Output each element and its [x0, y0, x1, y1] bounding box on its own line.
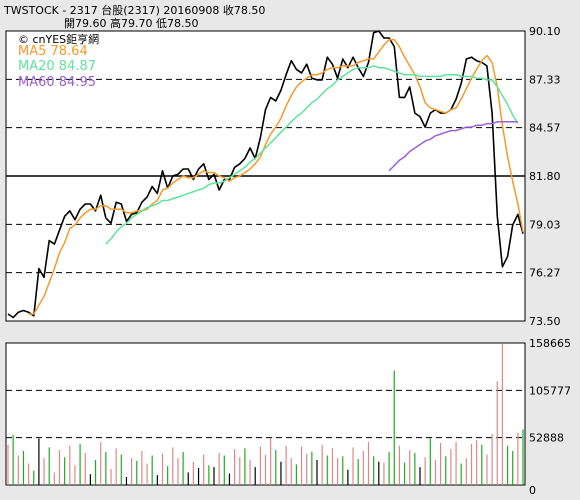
price-tick-label: 87.33: [529, 73, 561, 86]
price-tick-label: 76.27: [529, 267, 561, 280]
price-tick-label: 84.57: [529, 122, 561, 135]
chart-header-line1: TWSTOCK - 2317 台股(2317) 20160908 收78.50: [4, 4, 266, 17]
watermark: © cnYES鉅亨網: [18, 33, 100, 46]
volume-tick-label: 105777: [529, 384, 571, 397]
volume-tick-label: 158665: [529, 337, 571, 350]
series-line-ma60: [388, 121, 518, 172]
legend-ma5: MA5 78.64: [18, 44, 88, 59]
chart-header-line2: 開79.60 高79.70 低78.50: [64, 17, 199, 30]
price-tick-label: 81.80: [529, 170, 561, 183]
series-line-ma20: [105, 65, 519, 245]
series-line-ma5: [28, 38, 524, 315]
legend-ma60: MA60 84.95: [18, 75, 96, 90]
legend-ma20: MA20 84.87: [18, 59, 96, 74]
volume-tick-label: 52888: [529, 432, 564, 445]
price-tick-label: 79.03: [529, 218, 561, 231]
price-tick-label: 73.50: [529, 315, 561, 328]
price-tick-label: 90.10: [529, 25, 561, 38]
volume-tick-label: 0: [529, 484, 536, 497]
